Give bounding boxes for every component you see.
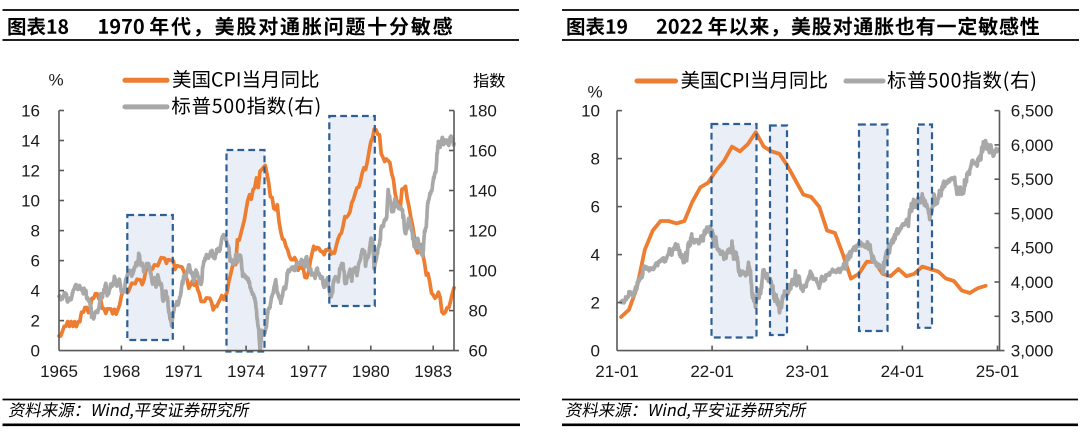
svg-text:1971: 1971 (165, 362, 203, 381)
svg-text:3,000: 3,000 (1011, 342, 1054, 361)
svg-text:1983: 1983 (414, 362, 452, 381)
svg-text:1965: 1965 (40, 362, 78, 381)
svg-text:24-01: 24-01 (881, 362, 924, 381)
svg-text:6: 6 (31, 252, 40, 271)
svg-text:8: 8 (591, 150, 600, 169)
svg-text:5,000: 5,000 (1011, 205, 1054, 224)
svg-text:6,500: 6,500 (1011, 102, 1054, 121)
svg-text:1980: 1980 (352, 362, 390, 381)
svg-text:60: 60 (469, 342, 488, 361)
svg-text:6: 6 (591, 198, 600, 217)
svg-text:%: % (48, 70, 63, 89)
svg-text:23-01: 23-01 (786, 362, 829, 381)
svg-text:80: 80 (469, 302, 488, 321)
svg-text:6,000: 6,000 (1011, 136, 1054, 155)
svg-text:16: 16 (21, 102, 40, 121)
svg-text:10: 10 (21, 192, 40, 211)
svg-text:2: 2 (591, 294, 600, 313)
svg-text:21-01: 21-01 (595, 362, 638, 381)
svg-text:100: 100 (469, 262, 497, 281)
svg-text:10: 10 (581, 102, 600, 121)
svg-text:4,500: 4,500 (1011, 239, 1054, 258)
svg-text:1968: 1968 (102, 362, 140, 381)
svg-text:180: 180 (469, 102, 497, 121)
svg-text:3,500: 3,500 (1011, 307, 1054, 326)
svg-text:25-01: 25-01 (976, 362, 1019, 381)
svg-text:0: 0 (591, 342, 600, 361)
svg-text:5,500: 5,500 (1011, 170, 1054, 189)
svg-text:2: 2 (31, 312, 40, 331)
svg-text:120: 120 (469, 222, 497, 241)
svg-text:1977: 1977 (290, 362, 328, 381)
svg-text:%: % (587, 82, 602, 101)
svg-text:14: 14 (21, 132, 40, 151)
svg-text:4: 4 (591, 246, 600, 265)
svg-text:4,000: 4,000 (1011, 273, 1054, 292)
svg-text:1974: 1974 (227, 362, 265, 381)
svg-text:22-01: 22-01 (690, 362, 733, 381)
svg-text:160: 160 (469, 142, 497, 161)
svg-text:0: 0 (31, 342, 40, 361)
svg-text:12: 12 (21, 162, 40, 181)
svg-text:4: 4 (31, 282, 40, 301)
svg-text:140: 140 (469, 182, 497, 201)
svg-text:8: 8 (31, 222, 40, 241)
